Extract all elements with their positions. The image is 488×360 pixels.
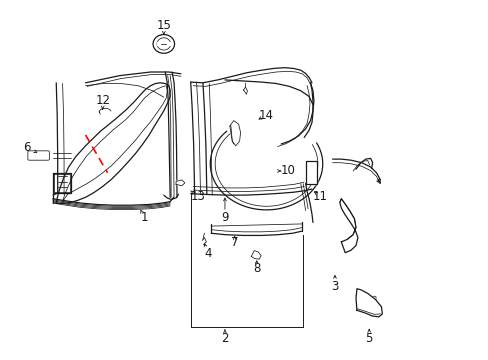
FancyBboxPatch shape [306, 162, 315, 165]
FancyBboxPatch shape [306, 171, 315, 175]
Text: 11: 11 [312, 190, 327, 203]
Polygon shape [176, 180, 184, 186]
Polygon shape [251, 251, 261, 259]
Text: 8: 8 [252, 262, 260, 275]
Text: 15: 15 [156, 19, 171, 32]
Text: 14: 14 [259, 109, 273, 122]
Text: 12: 12 [95, 94, 110, 107]
Text: 7: 7 [230, 237, 238, 249]
Polygon shape [305, 161, 316, 184]
FancyBboxPatch shape [306, 166, 315, 170]
Text: 5: 5 [365, 332, 372, 345]
FancyBboxPatch shape [28, 151, 49, 160]
FancyBboxPatch shape [306, 177, 315, 180]
Text: 13: 13 [190, 190, 205, 203]
Text: 4: 4 [203, 247, 211, 260]
Text: 2: 2 [221, 332, 228, 345]
FancyBboxPatch shape [363, 296, 375, 309]
Text: 9: 9 [221, 211, 228, 224]
Text: 10: 10 [281, 165, 295, 177]
Polygon shape [355, 289, 382, 317]
Text: 6: 6 [23, 141, 31, 154]
Text: 1: 1 [140, 211, 148, 224]
Text: 3: 3 [330, 280, 338, 293]
